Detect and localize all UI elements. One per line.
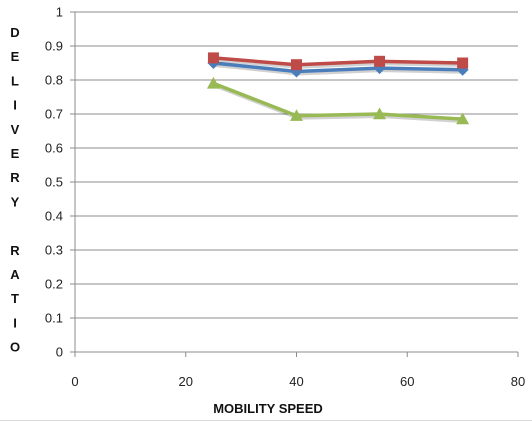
axes — [70, 11, 519, 357]
data-point-triangle — [206, 76, 220, 89]
y-axis-title-letter: A — [10, 267, 20, 282]
y-tick-labels: 0 0.1 0.2 0.3 0.4 0.5 0.6 0.7 0.8 0.9 1 — [45, 5, 63, 360]
series-2 — [207, 52, 469, 71]
y-tick-label: 0.5 — [45, 175, 63, 190]
x-tick-label: 80 — [511, 374, 525, 389]
data-point-square — [207, 52, 219, 64]
y-axis-title-letter: D — [10, 25, 19, 40]
x-tick-label: 60 — [400, 374, 414, 389]
data-point-triangle — [373, 107, 387, 120]
x-axis-title: MOBILITY SPEED — [213, 401, 323, 416]
x-tick-label: 0 — [71, 374, 78, 389]
series-line — [211, 81, 465, 121]
series-line — [211, 61, 465, 74]
data-point-square — [457, 57, 469, 69]
x-tick-labels: 0 20 40 60 80 — [71, 374, 525, 389]
series-lines — [206, 52, 470, 125]
data-point-square — [374, 55, 386, 67]
y-axis-title-letter: Y — [11, 194, 20, 209]
y-tick-label: 0.9 — [45, 39, 63, 54]
series-line — [211, 56, 465, 67]
data-point-square — [291, 59, 302, 71]
y-axis-title-letter: R — [10, 243, 20, 258]
y-axis-title-letter: I — [13, 98, 17, 113]
series-3 — [206, 76, 470, 125]
y-axis-title-letter: I — [13, 315, 17, 330]
y-axis-title-letter: T — [11, 291, 19, 306]
y-axis-title-letter: R — [10, 170, 20, 185]
y-axis-title-letter: E — [11, 146, 20, 161]
gridlines — [75, 11, 518, 319]
y-tick-label: 0.6 — [45, 141, 63, 156]
y-tick-label: 0.3 — [45, 243, 63, 258]
y-axis-title-letter: L — [11, 73, 19, 88]
data-point-triangle — [290, 109, 303, 121]
y-axis-title-letter: E — [11, 49, 20, 64]
data-point-triangle — [456, 112, 470, 125]
y-tick-label: 0.8 — [45, 73, 63, 88]
y-tick-label: 0.2 — [45, 277, 63, 292]
x-tick-label: 40 — [289, 374, 303, 389]
series-line-shadow — [212, 57, 467, 69]
series-line-shadow — [212, 63, 467, 76]
y-tick-label: 0.7 — [45, 107, 63, 122]
x-tick-label: 20 — [179, 374, 193, 389]
y-tick-label: 1 — [56, 5, 63, 20]
y-tick-label: 0.1 — [45, 311, 63, 326]
y-tick-label: 0.4 — [45, 209, 63, 224]
y-tick-label: 0 — [56, 345, 63, 360]
y-axis-title-letter: V — [11, 122, 20, 137]
y-axis-title-letter: O — [10, 340, 20, 355]
